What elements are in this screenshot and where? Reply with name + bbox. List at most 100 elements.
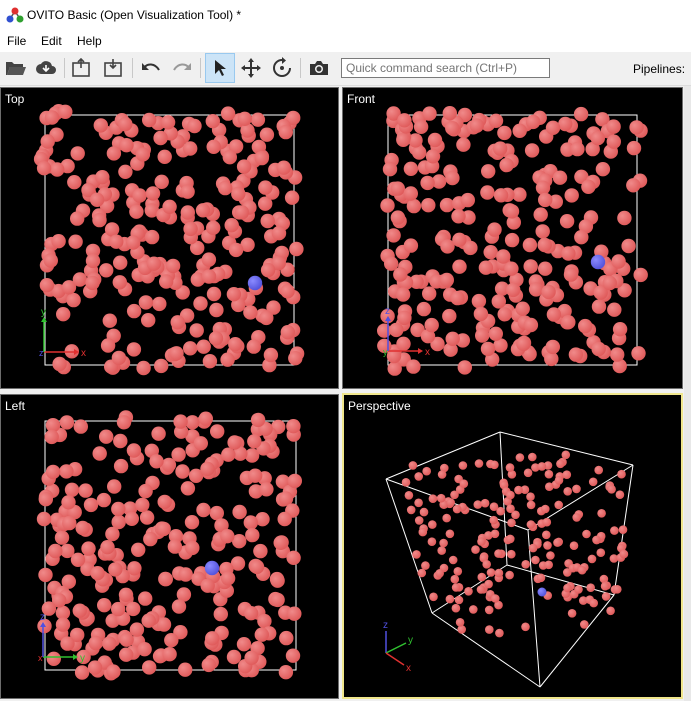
viewport-caption[interactable]: Perspective (348, 399, 411, 413)
viewport-caption[interactable]: Left (5, 399, 26, 413)
particle (544, 351, 559, 367)
particle (93, 118, 109, 133)
particle (582, 529, 591, 539)
particle (209, 505, 224, 521)
particle (214, 518, 229, 533)
import-icon (72, 58, 90, 77)
particle (287, 473, 302, 489)
particle (277, 511, 292, 527)
main-toolbar (0, 52, 691, 86)
particle (524, 143, 540, 158)
export-button[interactable] (101, 55, 127, 81)
particle (154, 174, 169, 189)
particle (119, 138, 134, 153)
particle (102, 313, 118, 328)
menu-file[interactable]: File (7, 34, 27, 48)
particle (160, 115, 176, 130)
orbit-icon (273, 57, 291, 77)
particle (285, 648, 301, 663)
axis-arrow (41, 317, 47, 322)
particle (617, 210, 632, 226)
toolbar-separator (200, 58, 201, 78)
particle (62, 515, 77, 531)
selected-particle (590, 254, 606, 270)
particle (408, 133, 423, 148)
particle (135, 497, 150, 513)
render-button[interactable] (306, 55, 332, 81)
axis-label: x (406, 663, 411, 674)
particle (414, 472, 423, 481)
particle (99, 429, 114, 444)
particle (531, 463, 540, 472)
particle (396, 336, 411, 351)
particle (545, 339, 560, 355)
particle (187, 118, 202, 134)
viewport-top[interactable]: Top x y z (0, 87, 339, 389)
viewport-caption[interactable]: Top (5, 92, 25, 106)
particle (189, 323, 204, 338)
particle (104, 222, 120, 237)
particle (573, 106, 589, 122)
selection-mode-button[interactable] (205, 53, 235, 83)
particle (590, 131, 605, 146)
particle (570, 141, 585, 157)
undo-button[interactable] (138, 55, 164, 81)
axis-label: y (408, 635, 413, 646)
viewport-perspective[interactable]: Perspective x y z (342, 393, 683, 699)
particle (491, 594, 500, 603)
viewport-front[interactable]: Front x z y (342, 87, 683, 389)
particle (478, 260, 494, 275)
particle (169, 346, 184, 361)
particle (493, 141, 508, 156)
particle (44, 429, 59, 445)
particle (572, 513, 581, 522)
particle (270, 592, 285, 608)
redo-button[interactable] (169, 55, 195, 81)
particle (55, 617, 71, 632)
particle (248, 468, 263, 483)
open-file-button[interactable] (3, 55, 29, 81)
particle (260, 262, 276, 278)
particle (259, 482, 274, 497)
particle (111, 601, 126, 617)
particle-render: x y z (33, 104, 305, 376)
particle (463, 240, 478, 256)
particle (459, 479, 469, 488)
particle (471, 293, 487, 309)
particle (159, 274, 174, 289)
particle (581, 179, 596, 194)
pan-mode-button[interactable] (238, 55, 264, 81)
viewport-caption[interactable]: Front (347, 92, 376, 106)
particle (515, 453, 525, 462)
viewport-left[interactable]: Left y z x (0, 394, 339, 699)
quick-command-search-input[interactable] (341, 58, 550, 78)
particle (413, 119, 429, 134)
load-remote-button[interactable] (33, 55, 59, 81)
particle (206, 220, 221, 235)
particle (515, 301, 530, 316)
particle (606, 134, 621, 149)
particle (36, 161, 52, 176)
particle (76, 649, 91, 665)
particle (119, 647, 134, 662)
particle (175, 464, 190, 479)
import-button[interactable] (69, 55, 95, 81)
orbit-mode-button[interactable] (269, 55, 295, 81)
particle (72, 272, 88, 287)
particle (144, 229, 160, 245)
axis-arrow (73, 654, 78, 660)
particle (445, 331, 460, 346)
selected-particle (537, 587, 547, 597)
particle (113, 458, 129, 474)
particle (480, 341, 496, 357)
particle (537, 462, 547, 471)
axis-label: x (81, 348, 86, 359)
particle (487, 222, 502, 237)
particle (489, 502, 499, 511)
particle (234, 205, 250, 220)
menu-edit[interactable]: Edit (41, 34, 62, 48)
particle (109, 234, 124, 249)
menu-help[interactable]: Help (77, 34, 102, 48)
particle (473, 500, 483, 509)
particle (138, 591, 153, 606)
